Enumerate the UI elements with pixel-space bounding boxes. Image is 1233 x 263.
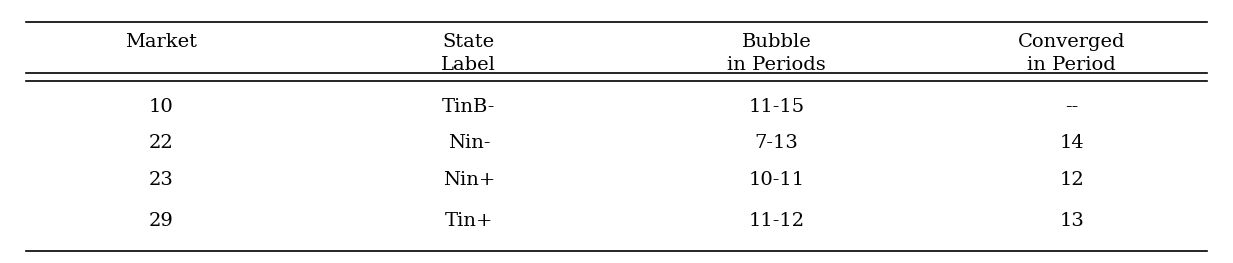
Text: in Periods: in Periods	[727, 56, 826, 74]
Text: State: State	[443, 33, 494, 51]
Text: Tin+: Tin+	[445, 212, 493, 230]
Text: 10-11: 10-11	[748, 171, 804, 189]
Text: 12: 12	[1059, 171, 1084, 189]
Text: Bubble: Bubble	[741, 33, 811, 51]
Text: 11-15: 11-15	[748, 98, 804, 116]
Text: Nin+: Nin+	[443, 171, 496, 189]
Text: --: --	[1065, 98, 1079, 116]
Text: in Period: in Period	[1027, 56, 1116, 74]
Text: 7-13: 7-13	[755, 134, 798, 152]
Text: 13: 13	[1059, 212, 1084, 230]
Text: 23: 23	[149, 171, 174, 189]
Text: Converged: Converged	[1018, 33, 1126, 51]
Text: Nin-: Nin-	[448, 134, 491, 152]
Text: Label: Label	[441, 56, 497, 74]
Text: 22: 22	[149, 134, 174, 152]
Text: 29: 29	[149, 212, 174, 230]
Text: TinB-: TinB-	[443, 98, 496, 116]
Text: 14: 14	[1059, 134, 1084, 152]
Text: Market: Market	[126, 33, 197, 51]
Text: 10: 10	[149, 98, 174, 116]
Text: 11-12: 11-12	[748, 212, 804, 230]
